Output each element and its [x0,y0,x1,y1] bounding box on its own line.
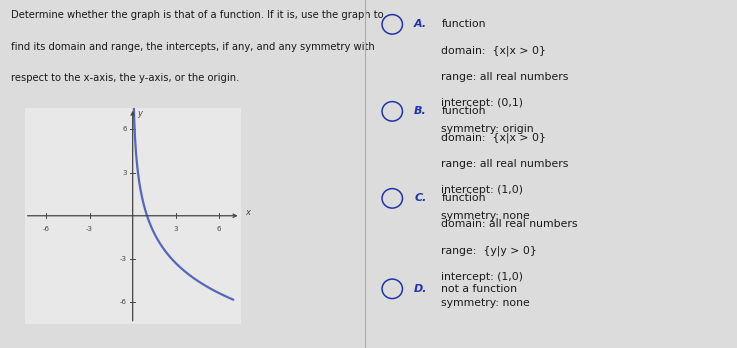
Text: function: function [441,106,486,116]
Text: x: x [245,208,250,217]
Text: B.: B. [414,106,427,116]
Text: range: all real numbers: range: all real numbers [441,159,569,168]
Text: Determine whether the graph is that of a function. If it is, use the graph to: Determine whether the graph is that of a… [11,10,383,21]
Text: domain:  {x|x > 0}: domain: {x|x > 0} [441,45,546,56]
Text: -6: -6 [120,299,127,305]
Text: function: function [441,193,486,203]
Text: symmetry: none: symmetry: none [441,298,530,308]
Text: A.: A. [414,19,427,29]
Text: y: y [138,109,143,118]
Text: domain:  {x|x > 0}: domain: {x|x > 0} [441,132,546,143]
Text: intercept: (0,1): intercept: (0,1) [441,98,523,108]
Text: range: all real numbers: range: all real numbers [441,72,569,81]
Text: 3: 3 [122,169,127,176]
Text: not a function: not a function [441,284,517,294]
Text: D.: D. [414,284,427,294]
Text: C.: C. [414,193,427,203]
Text: range:  {y|y > 0}: range: {y|y > 0} [441,245,537,256]
Text: -3: -3 [120,256,127,262]
Text: 3: 3 [173,226,178,232]
Text: intercept: (1,0): intercept: (1,0) [441,185,523,195]
Text: respect to the x-axis, the y-axis, or the origin.: respect to the x-axis, the y-axis, or th… [11,73,240,83]
Text: -6: -6 [43,226,50,232]
Text: find its domain and range, the intercepts, if any, and any symmetry with: find its domain and range, the intercept… [11,42,374,52]
Text: intercept: (1,0): intercept: (1,0) [441,272,523,282]
Text: function: function [441,19,486,29]
Text: domain: all real numbers: domain: all real numbers [441,220,578,229]
Text: 6: 6 [217,226,221,232]
Text: 6: 6 [122,126,127,133]
Text: -3: -3 [86,226,93,232]
Text: symmetry: none: symmetry: none [441,211,530,221]
Text: symmetry: origin: symmetry: origin [441,124,534,134]
